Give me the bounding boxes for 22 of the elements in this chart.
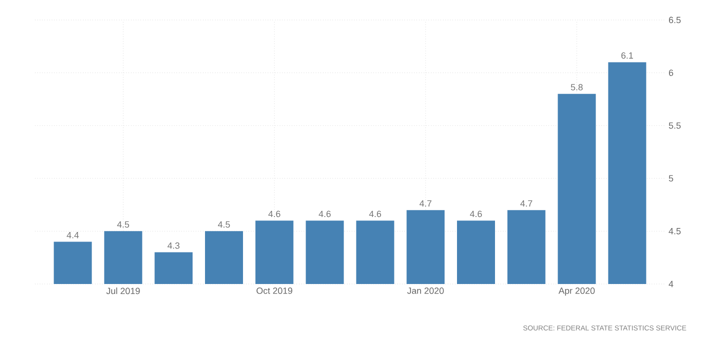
data-label: 4.5 [117,221,130,228]
y-tick-label: 6 [668,70,674,76]
data-label: 4.6 [318,210,331,218]
data-label: 4.6 [268,210,280,218]
data-label: 4.6 [369,210,382,218]
y-tick-label: 6.5 [668,16,681,24]
y-tick-label: 4 [668,280,674,288]
data-label: 4.6 [470,210,482,218]
x-tick-label: Jul 2019 [106,288,140,294]
data-label: 6.1 [621,52,634,59]
y-tick-label: 5 [668,175,674,182]
x-tick-label: Oct 2019 [256,288,292,294]
data-label: 4.5 [218,221,230,228]
data-label: 4.4 [66,232,79,238]
data-label: 4.7 [420,200,432,207]
data-label: 4.3 [168,242,180,249]
y-tick-label: 5.5 [668,122,681,129]
data-label: 4.7 [520,200,532,207]
x-tick-label: Jan 2020 [407,288,444,294]
y-tick-label: 4.5 [668,228,681,234]
data-label: 5.8 [570,84,583,90]
x-tick-label: Apr 2020 [558,288,595,296]
